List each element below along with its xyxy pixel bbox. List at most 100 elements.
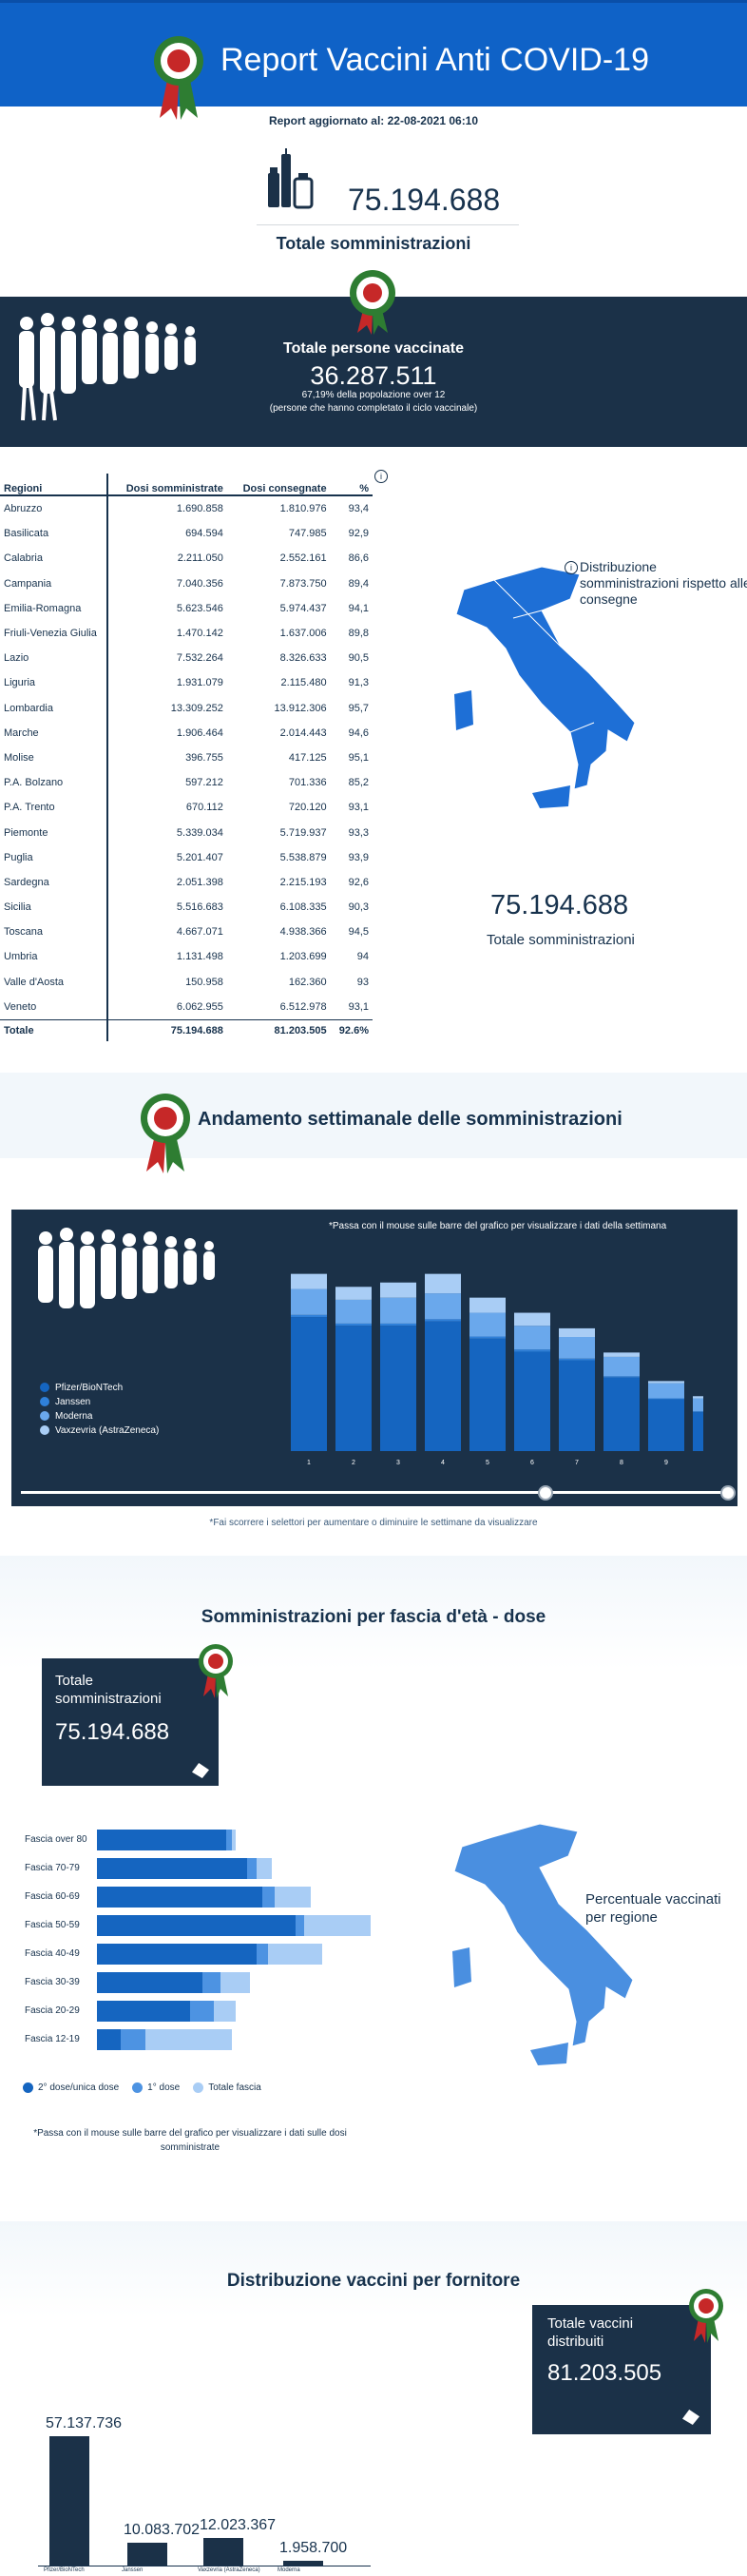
bar-segment[interactable] bbox=[514, 1312, 550, 1327]
map-total-label: Totale somministrazioni bbox=[487, 932, 635, 948]
bar-segment[interactable] bbox=[291, 1317, 327, 1451]
bar-segment[interactable] bbox=[425, 1293, 461, 1320]
table-cell: Calabria bbox=[0, 546, 108, 571]
bar-segment[interactable] bbox=[603, 1377, 640, 1451]
age-bar-second-dose[interactable] bbox=[97, 1887, 263, 1908]
info-icon[interactable]: i bbox=[374, 470, 388, 483]
bar-segment[interactable] bbox=[693, 1396, 703, 1399]
table-cell: Puglia bbox=[0, 844, 108, 870]
age-footnote: *Passa con il mouse sulle barre del graf… bbox=[33, 2128, 347, 2153]
table-row: Calabria 2.211.050 2.552.161 86,6 bbox=[0, 546, 373, 571]
table-cell: 94 bbox=[356, 951, 369, 963]
age-bar-second-dose[interactable] bbox=[97, 1944, 257, 1965]
table-cell: Lazio bbox=[0, 646, 108, 671]
supplier-bar[interactable] bbox=[127, 2542, 167, 2566]
bar-segment[interactable] bbox=[380, 1326, 416, 1451]
table-row: Puglia 5.201.407 5.538.879 93,9 bbox=[0, 844, 373, 870]
table-total-cell: Totale bbox=[0, 1018, 108, 1041]
table-cell: 4.667.071 bbox=[176, 926, 223, 939]
bar-segment[interactable] bbox=[425, 1273, 461, 1294]
supplier-bar[interactable] bbox=[283, 2561, 323, 2566]
table-cell: 93,1 bbox=[348, 802, 369, 814]
table-cell: Sicilia bbox=[0, 895, 108, 920]
slider-handle-end[interactable] bbox=[720, 1485, 736, 1501]
bar-segment[interactable] bbox=[514, 1349, 550, 1352]
bar-segment[interactable] bbox=[291, 1314, 327, 1318]
column-header[interactable]: Dosi somministrate bbox=[107, 474, 227, 496]
bar-segment[interactable] bbox=[380, 1323, 416, 1327]
table-cell: P.A. Trento bbox=[0, 795, 108, 821]
table-row: P.A. Trento 670.112 720.120 93,1 bbox=[0, 795, 373, 821]
bar-segment[interactable] bbox=[603, 1352, 640, 1357]
age-bar-second-dose[interactable] bbox=[97, 1915, 296, 1936]
weekly-bar-chart[interactable]: 12345678910 bbox=[285, 1255, 703, 1480]
column-header[interactable]: Regioni bbox=[0, 474, 108, 496]
supplier-value-label: 1.958.700 bbox=[279, 2540, 348, 2557]
table-cell: Emilia-Romagna bbox=[0, 595, 108, 621]
table-cell: 90,3 bbox=[348, 901, 369, 914]
age-bar-second-dose[interactable] bbox=[97, 2001, 191, 2022]
bar-segment[interactable] bbox=[648, 1381, 684, 1384]
bar-segment[interactable] bbox=[693, 1411, 703, 1413]
supplier-bar[interactable] bbox=[49, 2436, 89, 2566]
bar-segment[interactable] bbox=[603, 1376, 640, 1378]
bar-segment[interactable] bbox=[425, 1321, 461, 1451]
bar-segment[interactable] bbox=[559, 1337, 595, 1359]
rosette-icon bbox=[154, 36, 203, 120]
week-range-slider[interactable] bbox=[21, 1491, 726, 1494]
age-bar-second-dose[interactable] bbox=[97, 1830, 227, 1850]
info-icon[interactable]: i bbox=[565, 561, 578, 574]
slider-handle-start[interactable] bbox=[538, 1485, 553, 1501]
bar-segment[interactable] bbox=[335, 1287, 372, 1300]
italy-map-administrations[interactable] bbox=[428, 561, 646, 818]
age-bar-second-dose[interactable] bbox=[97, 2029, 122, 2050]
tick-label: 8 bbox=[620, 1460, 623, 1466]
bar-segment[interactable] bbox=[469, 1312, 506, 1337]
table-cell: 94,5 bbox=[348, 926, 369, 939]
rosette-icon bbox=[689, 2289, 723, 2343]
bar-segment[interactable] bbox=[648, 1383, 684, 1399]
bar-segment[interactable] bbox=[335, 1323, 372, 1327]
column-header[interactable]: Dosi consegnate bbox=[226, 474, 331, 496]
bar-segment[interactable] bbox=[380, 1282, 416, 1298]
bar-segment[interactable] bbox=[514, 1326, 550, 1350]
age-category-label: Fascia 60-69 bbox=[25, 1891, 80, 1902]
age-bar-second-dose[interactable] bbox=[97, 1858, 248, 1879]
crowd-icon bbox=[38, 1228, 215, 1308]
bar-segment[interactable] bbox=[603, 1356, 640, 1377]
bar-segment[interactable] bbox=[291, 1288, 327, 1315]
bar-segment[interactable] bbox=[335, 1326, 372, 1451]
bar-segment[interactable] bbox=[648, 1398, 684, 1400]
bar-segment[interactable] bbox=[469, 1297, 506, 1313]
bar-segment[interactable] bbox=[559, 1327, 595, 1337]
age-bar-second-dose[interactable] bbox=[97, 1972, 202, 1993]
table-cell: 597.212 bbox=[185, 777, 223, 789]
bar-segment[interactable] bbox=[380, 1297, 416, 1324]
italy-map-vaccinated[interactable] bbox=[426, 1818, 644, 2075]
bar-segment[interactable] bbox=[469, 1338, 506, 1451]
legend-label: Moderna bbox=[55, 1411, 93, 1422]
bar-segment[interactable] bbox=[559, 1358, 595, 1361]
bar-segment[interactable] bbox=[514, 1351, 550, 1451]
table-cell: 93 bbox=[356, 976, 369, 988]
legend-swatch bbox=[40, 1383, 49, 1393]
bar-segment[interactable] bbox=[291, 1273, 327, 1289]
vaccinated-percent: 67,19% della popolazione over 12 bbox=[301, 390, 446, 400]
bar-segment[interactable] bbox=[559, 1360, 595, 1451]
table-cell: 92,9 bbox=[348, 528, 369, 540]
bar-segment[interactable] bbox=[469, 1336, 506, 1339]
column-header[interactable]: % bbox=[330, 474, 373, 496]
table-cell: Umbria bbox=[0, 944, 108, 970]
bar-segment[interactable] bbox=[425, 1319, 461, 1322]
table-cell: 150.958 bbox=[185, 976, 223, 988]
table-cell: 92,6 bbox=[348, 876, 369, 888]
bar-segment[interactable] bbox=[693, 1398, 703, 1412]
bar-segment[interactable] bbox=[693, 1412, 703, 1451]
bar-segment[interactable] bbox=[335, 1299, 372, 1324]
legend-label: Pfizer/BioNTech bbox=[55, 1383, 124, 1393]
table-total-cell: 81.203.505 bbox=[226, 1018, 331, 1041]
age-legend: 2° dose/unica dose 1° dose Totale fascia bbox=[23, 2082, 275, 2093]
vaccinated-value: 36.287.511 bbox=[310, 361, 437, 390]
bar-segment[interactable] bbox=[648, 1399, 684, 1451]
supplier-bar[interactable] bbox=[203, 2538, 243, 2566]
